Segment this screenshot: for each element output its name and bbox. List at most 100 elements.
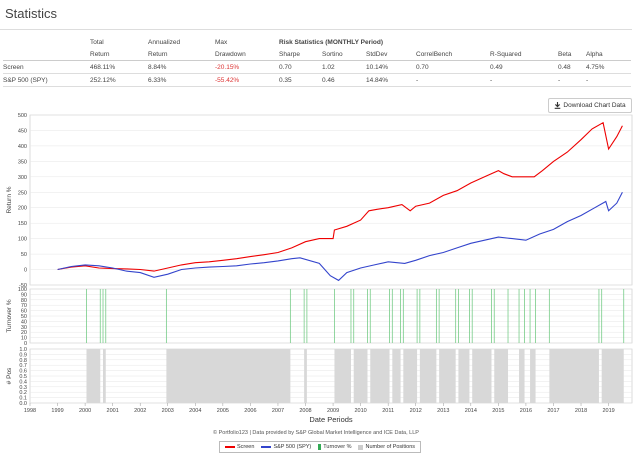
legend-swatch bbox=[225, 446, 235, 448]
turnover-bar bbox=[469, 289, 470, 343]
x-tick-label: 1999 bbox=[51, 408, 63, 414]
header-drawdown: Drawdown bbox=[215, 50, 246, 58]
y-tick-label: 50 bbox=[21, 314, 27, 320]
turnover-bar bbox=[350, 289, 352, 343]
turnover-bar bbox=[524, 289, 525, 343]
cell-sortino: 1.02 bbox=[322, 63, 335, 71]
turnover-bar bbox=[416, 289, 418, 343]
cell-sortino: 0.46 bbox=[322, 76, 335, 84]
turnover-bar bbox=[438, 289, 440, 343]
header-sortino: Sortino bbox=[322, 50, 343, 58]
x-tick-label: 2009 bbox=[327, 408, 339, 414]
turnover-bar bbox=[529, 289, 531, 343]
y-axis-label: Turnover % bbox=[6, 299, 13, 333]
cell-correlbench: 0.70 bbox=[416, 63, 429, 71]
turnover-bar bbox=[303, 289, 305, 343]
chart-legend: Screen S&P 500 (SPY) Turnover % Number o… bbox=[219, 441, 422, 453]
y-tick-label: 0.6 bbox=[19, 369, 27, 375]
download-chart-data-button[interactable]: Download Chart Data bbox=[548, 98, 632, 113]
y-tick-label: 50 bbox=[21, 252, 27, 258]
x-tick-label: 2003 bbox=[162, 408, 174, 414]
cell-rsquared: 0.49 bbox=[490, 63, 503, 71]
header-alpha: Alpha bbox=[586, 50, 603, 58]
statistics-table: Total Annualized Max Risk Statistics (MO… bbox=[3, 36, 631, 87]
y-tick-label: 90 bbox=[21, 292, 27, 298]
table-row: Screen 468.11% 8.84% -20.15% 0.70 1.02 1… bbox=[3, 61, 631, 74]
header-return: Return bbox=[90, 50, 110, 58]
y-tick-label: 20 bbox=[21, 330, 27, 336]
turnover-bar bbox=[471, 289, 473, 343]
turnover-bar bbox=[623, 289, 625, 343]
position-bar bbox=[304, 349, 307, 403]
data-credit: © Portfolio123 | Data provided by S&P Gl… bbox=[213, 430, 419, 436]
cell-alpha: - bbox=[586, 76, 589, 84]
position-bar bbox=[403, 349, 418, 403]
page-title: Statistics bbox=[5, 6, 58, 21]
y-tick-label: 400 bbox=[18, 144, 27, 150]
cell-annualized-return: 8.84% bbox=[148, 63, 167, 71]
y-tick-label: 450 bbox=[18, 128, 27, 134]
cell-alpha: 4.75% bbox=[586, 63, 605, 71]
y-tick-label: 80 bbox=[21, 298, 27, 304]
y-tick-label: 0.2 bbox=[19, 390, 27, 396]
header-row-1: Total Annualized Max Risk Statistics (MO… bbox=[3, 36, 631, 48]
x-tick-label: 2006 bbox=[244, 408, 256, 414]
turnover-bar bbox=[102, 289, 104, 343]
legend-item-screen[interactable]: Screen bbox=[225, 444, 254, 450]
y-tick-label: 70 bbox=[21, 303, 27, 309]
y-tick-label: 250 bbox=[18, 190, 27, 196]
position-bar bbox=[458, 349, 470, 403]
cell-sharpe: 0.35 bbox=[279, 76, 292, 84]
position-bar bbox=[392, 349, 401, 403]
legend-swatch bbox=[318, 444, 322, 450]
y-tick-label: 0.8 bbox=[19, 358, 27, 364]
y-tick-label: 350 bbox=[18, 159, 27, 165]
y-tick-label: 0 bbox=[24, 341, 27, 347]
y-tick-label: 0.4 bbox=[19, 379, 27, 385]
legend-item-turnover[interactable]: Turnover % bbox=[318, 444, 351, 450]
position-bar bbox=[334, 349, 351, 403]
cell-total-return: 468.11% bbox=[90, 63, 116, 71]
turnover-bar bbox=[435, 289, 437, 343]
performance-chart: 500450400350300250200150100500-50Return … bbox=[6, 113, 633, 424]
y-tick-label: 40 bbox=[21, 319, 27, 325]
x-tick-label: 2000 bbox=[79, 408, 91, 414]
x-tick-label: 2017 bbox=[547, 408, 559, 414]
cell-annualized-return: 6.33% bbox=[148, 76, 167, 84]
position-bar bbox=[601, 349, 624, 403]
risk-statistics-title: Risk Statistics (MONTHLY Period) bbox=[279, 38, 384, 46]
x-tick-label: 2011 bbox=[382, 408, 394, 414]
cell-stddev: 14.84% bbox=[366, 76, 389, 84]
turnover-bar bbox=[601, 289, 603, 343]
cell-stddev: 10.14% bbox=[366, 63, 389, 71]
y-tick-label: 0.1 bbox=[19, 396, 27, 402]
legend-item-positions[interactable]: Number of Positions bbox=[358, 444, 415, 450]
turnover-bar bbox=[548, 289, 550, 343]
x-tick-label: 2013 bbox=[437, 408, 449, 414]
y-tick-label: 100 bbox=[18, 237, 27, 243]
y-tick-label: 300 bbox=[18, 175, 27, 181]
position-bar bbox=[419, 349, 437, 403]
position-bar bbox=[494, 349, 509, 403]
header-rsquared: R-Squared bbox=[490, 50, 522, 58]
turnover-bar bbox=[458, 289, 459, 343]
legend-swatch bbox=[358, 444, 364, 450]
download-label: Download Chart Data bbox=[563, 102, 626, 109]
series-line bbox=[57, 121, 623, 272]
y-tick-label: 100 bbox=[18, 287, 27, 293]
turnover-bar bbox=[402, 289, 404, 343]
legend-item-sp500[interactable]: S&P 500 (SPY) bbox=[261, 444, 311, 450]
download-icon bbox=[555, 102, 561, 109]
turnover-bar bbox=[353, 289, 355, 343]
turnover-bar bbox=[389, 289, 390, 343]
y-tick-label: 30 bbox=[21, 325, 27, 331]
position-bar bbox=[530, 349, 536, 403]
turnover-bar bbox=[507, 289, 509, 343]
turnover-bar bbox=[165, 289, 167, 343]
y-tick-label: 0.0 bbox=[19, 401, 27, 407]
x-tick-label: 2002 bbox=[134, 408, 146, 414]
x-tick-label: 2016 bbox=[520, 408, 532, 414]
turnover-bar bbox=[491, 289, 492, 343]
turnover-bar bbox=[518, 289, 520, 343]
header-sharpe: Sharpe bbox=[279, 50, 300, 58]
